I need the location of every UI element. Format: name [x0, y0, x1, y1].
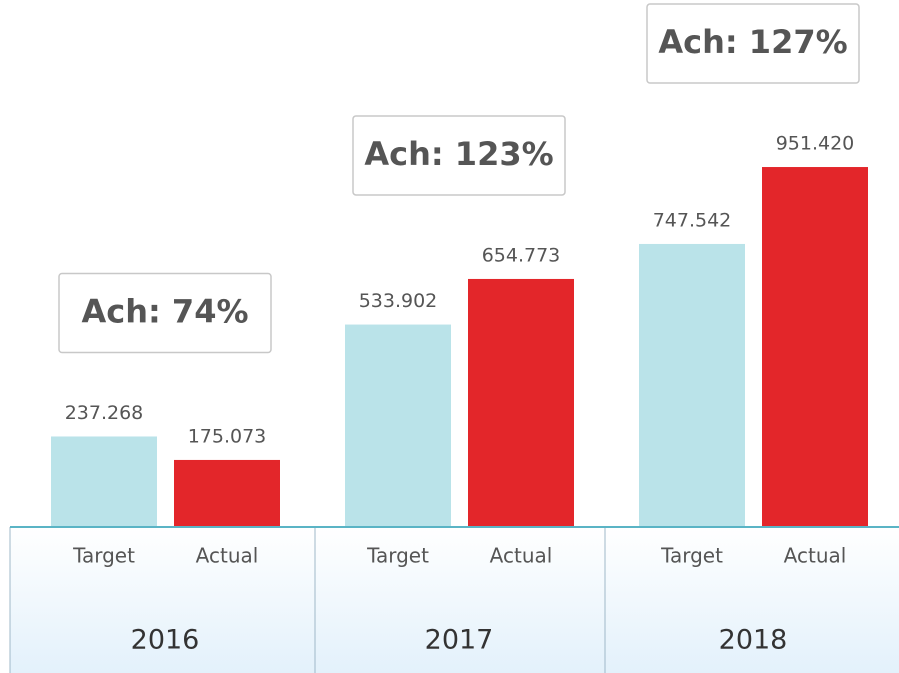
year-label: 2018	[719, 625, 788, 656]
annotation-box	[646, 3, 860, 84]
bar	[639, 243, 745, 527]
bar	[468, 278, 574, 526]
bar	[345, 324, 451, 526]
annotation: Ach: 123%	[364, 135, 553, 173]
annotation-box	[58, 272, 272, 354]
bar	[51, 436, 157, 526]
series-label: Actual	[784, 544, 847, 568]
bar	[762, 167, 868, 526]
series-label: Actual	[196, 544, 259, 568]
series-label: Actual	[490, 544, 553, 568]
annotation-box	[352, 115, 566, 196]
value-label: 747.542	[653, 209, 732, 231]
annotation: Ach: 74%	[81, 292, 248, 330]
series-label: Target	[660, 544, 723, 568]
annotation: Ach: 127%	[658, 23, 847, 61]
value-label: 533.902	[359, 290, 438, 312]
value-label: 951.420	[776, 133, 855, 155]
year-label: 2016	[131, 625, 200, 656]
axis-band	[10, 527, 899, 673]
bar	[174, 459, 280, 526]
series-label: Target	[366, 544, 429, 568]
series-label: Target	[72, 544, 135, 568]
value-label: 237.268	[65, 402, 144, 424]
value-label: 175.073	[188, 425, 267, 447]
year-label: 2017	[425, 625, 494, 656]
value-label: 654.773	[482, 244, 561, 266]
